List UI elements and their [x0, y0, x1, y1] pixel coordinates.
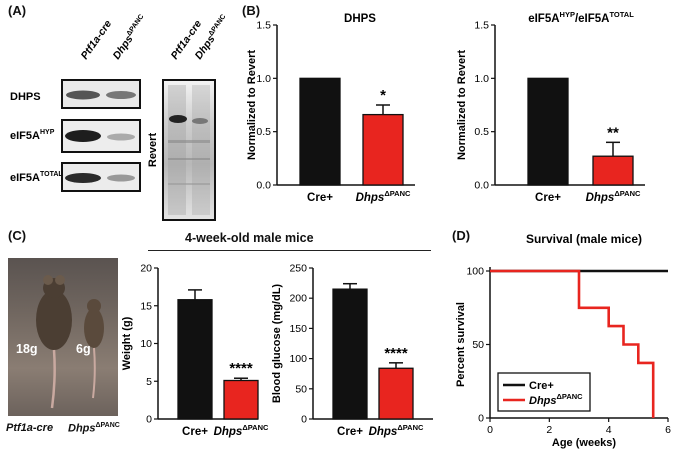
y-tick-label: 1.0: [256, 73, 271, 85]
photo-caption-left: Ptf1a-cre: [6, 422, 54, 434]
legend-box: [497, 372, 591, 412]
category-label: Cre+: [337, 426, 363, 438]
blot-row-label-dhps: DHPS: [10, 91, 41, 103]
y-axis-label: Normalized to Revert: [246, 50, 258, 160]
western-blot-panel: Ptf1a-cre DhpsΔPANC Ptf1a-cre DhpsΔPANC …: [10, 13, 232, 221]
blot-strip-eif5a-total: [61, 162, 141, 192]
category-label: Cre+: [535, 192, 561, 204]
panel-c-header: 4-week-old male mice: [185, 231, 314, 245]
y-tick-label: 20: [140, 263, 152, 275]
blot-strip-dhps: [61, 79, 141, 109]
chart-title: eIF5AHYP/eIF5ATOTAL: [528, 10, 634, 25]
panel-label-d: (D): [452, 228, 471, 243]
y-tick-label: 200: [289, 293, 307, 305]
category-label: Cre+: [307, 192, 333, 204]
y-tick-label: 0: [301, 414, 307, 426]
blot-strip-eif5a-hyp: [61, 119, 141, 153]
y-tick-label: 0: [146, 414, 152, 426]
y-tick-label: 5: [146, 376, 152, 388]
chart-weight: 0 5 10 15 20 Weight (g) Cre+ **** DhpsΔPANC: [121, 263, 268, 439]
y-tick-label: 1.0: [474, 73, 489, 85]
bar: [378, 367, 414, 420]
y-tick-label: 1.5: [474, 20, 489, 32]
chart-blood-glucose: 0 50 100 150 200 250 Blood glucose (mg/dL) Cre+…: [271, 263, 433, 438]
photo-weight-right: 6g: [76, 342, 91, 356]
bar: [332, 288, 368, 420]
panel-c-header-rule: [148, 250, 431, 251]
photo-weight-left: 18g: [16, 342, 38, 356]
y-tick-label: 0.0: [256, 180, 271, 192]
y-tick-label: 10: [140, 338, 152, 350]
lane-label-ptf1a: Ptf1a-cre: [79, 18, 115, 62]
legend: Cre+DhpsΔPANC: [497, 372, 591, 412]
y-tick-label: 15: [140, 300, 152, 312]
category-label: DhpsΔPANC: [369, 423, 424, 438]
lane-label-dhps: DhpsΔPANC: [111, 13, 150, 61]
y-tick-label: 1.5: [256, 20, 271, 32]
bar: [177, 299, 213, 420]
y-tick-label: 50: [295, 383, 307, 395]
revert-stain-blot: [162, 79, 216, 221]
x-tick-label: 6: [665, 424, 671, 436]
y-tick-label: 0.5: [474, 126, 489, 138]
chart-survival: Survival (male mice) 0 50 100 0 2 4 6 Age (weeks…: [455, 232, 671, 449]
chart-dhps: 0.0 0.5 1.0 1.5 Normalized to Revert DHPS Cre+…: [246, 13, 415, 204]
significance-marker: **: [607, 124, 619, 141]
chart-title: Survival (male mice): [526, 232, 642, 246]
panel-label-a: (A): [8, 3, 27, 18]
significance-marker: ****: [229, 360, 253, 377]
y-axis-label: Weight (g): [121, 316, 133, 370]
legend-label: DhpsΔPANC: [529, 392, 583, 407]
mice-photo: [8, 258, 118, 416]
photo-caption-right: DhpsΔPANC: [68, 422, 120, 435]
y-axis-label: Normalized to Revert: [456, 50, 468, 160]
panel-label-b: (B): [242, 3, 261, 18]
legend-label: Cre+: [529, 380, 554, 392]
bar: [592, 155, 634, 186]
category-label: DhpsΔPANC: [586, 189, 641, 204]
bar: [223, 379, 259, 420]
blot-row-label-eif5a-hyp: eIF5AHYP: [10, 129, 55, 142]
significance-marker: *: [380, 87, 386, 104]
y-tick-label: 0.0: [474, 180, 489, 192]
bar: [362, 113, 404, 186]
category-label: Cre+: [182, 426, 208, 438]
x-tick-label: 2: [546, 424, 552, 436]
y-tick-label: 250: [289, 263, 307, 275]
lane-label-dhps-revert: DhpsΔPANC: [193, 13, 232, 61]
y-tick-label: 0: [478, 413, 484, 425]
bar: [299, 77, 341, 186]
chart-title: DHPS: [344, 13, 376, 25]
x-axis-label: Age (weeks): [552, 437, 617, 449]
bar: [527, 77, 569, 186]
y-axis-label: Blood glucose (mg/dL): [271, 284, 283, 403]
revert-label: Revert: [147, 133, 159, 168]
chart-eif5a-ratio: 0.0 0.5 1.0 1.5 Normalized to Revert eIF5AHYP…: [456, 10, 645, 204]
y-tick-label: 0.5: [256, 126, 271, 138]
x-tick-label: 0: [487, 424, 493, 436]
y-tick-label: 50: [472, 339, 484, 351]
category-label: DhpsΔPANC: [214, 423, 268, 438]
mice-illustration: [36, 275, 104, 409]
y-tick-label: 100: [466, 266, 484, 278]
survival-curve: [490, 269, 655, 418]
panel-label-c: (C): [8, 228, 27, 243]
x-tick-label: 4: [606, 424, 612, 436]
y-tick-label: 100: [289, 353, 307, 365]
blot-row-label-eif5a-total: eIF5ATOTAL: [10, 171, 63, 184]
significance-marker: ****: [384, 345, 408, 362]
y-tick-label: 150: [289, 323, 307, 335]
y-axis-label: Percent survival: [455, 302, 467, 387]
category-label: DhpsΔPANC: [356, 189, 411, 204]
